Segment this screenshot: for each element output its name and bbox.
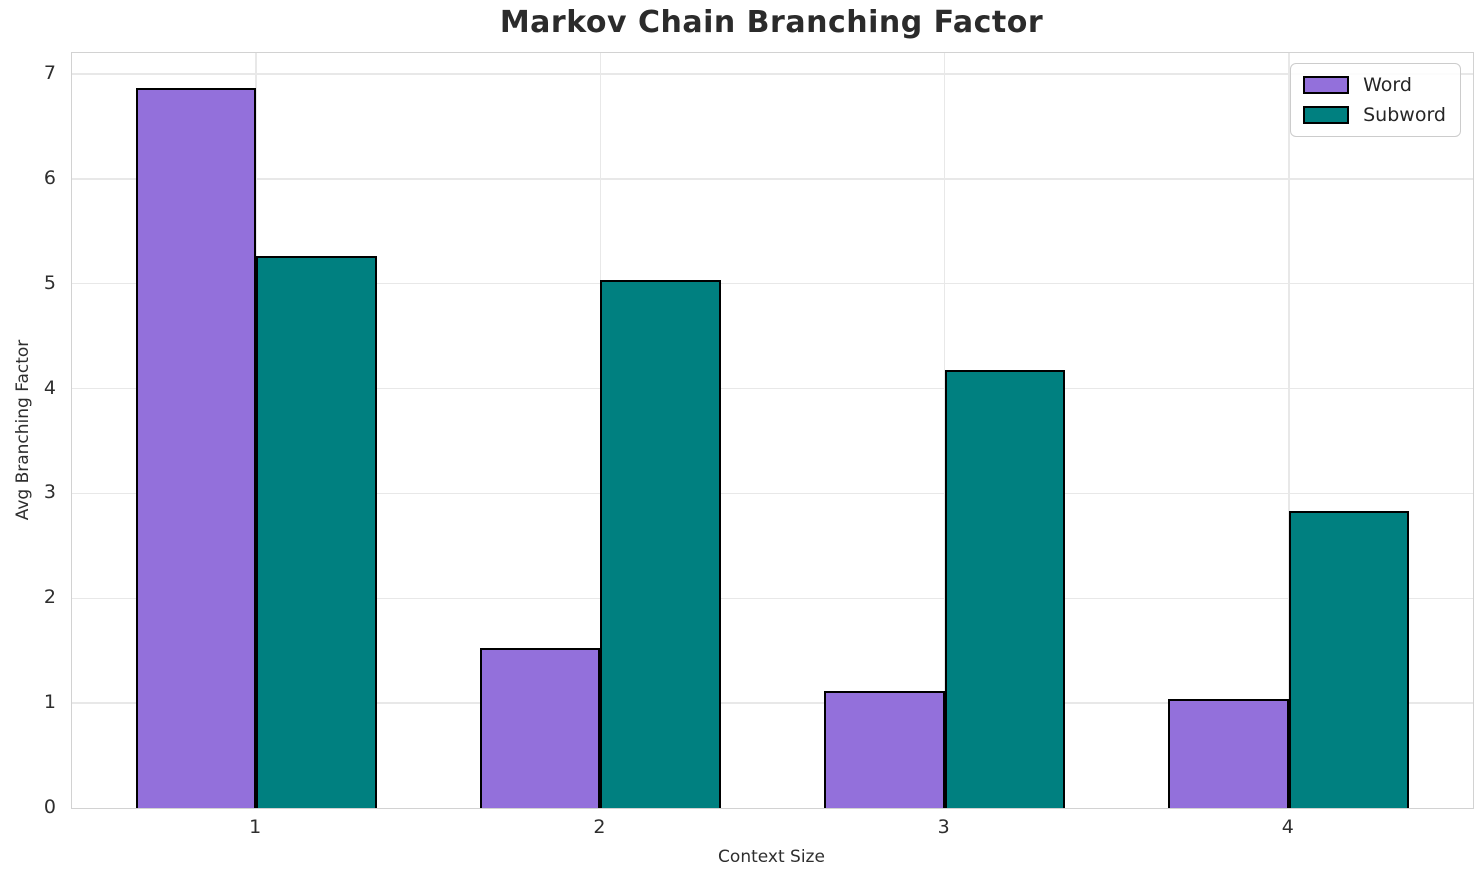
y-tick-label-1: 1 bbox=[43, 691, 56, 714]
legend-item-word: Word bbox=[1303, 74, 1446, 96]
legend-swatch-word bbox=[1303, 76, 1350, 94]
bar-subword-2 bbox=[600, 279, 721, 808]
legend-item-subword: Subword bbox=[1303, 104, 1446, 126]
legend-label-subword: Subword bbox=[1363, 104, 1446, 126]
gridline-y-6 bbox=[72, 178, 1473, 180]
gridline-y-7 bbox=[72, 73, 1473, 75]
legend: Word Subword bbox=[1290, 63, 1461, 137]
y-tick-label-3: 3 bbox=[43, 481, 56, 504]
bar-word-1 bbox=[135, 87, 257, 808]
bar-word-2 bbox=[479, 647, 601, 808]
legend-label-word: Word bbox=[1363, 74, 1412, 96]
bar-subword-1 bbox=[256, 256, 377, 808]
bar-subword-4 bbox=[1288, 511, 1410, 808]
bar-word-3 bbox=[824, 690, 945, 808]
legend-swatch-subword bbox=[1303, 106, 1350, 124]
y-tick-label-6: 6 bbox=[43, 166, 56, 189]
bar-subword-3 bbox=[944, 369, 1066, 808]
y-tick-label-4: 4 bbox=[43, 376, 56, 399]
y-tick-label-7: 7 bbox=[43, 61, 56, 84]
gridline-y-5 bbox=[72, 282, 1473, 285]
x-axis-label: Context Size bbox=[718, 847, 825, 867]
gridline-y-2 bbox=[72, 597, 1473, 600]
gridline-y-4 bbox=[72, 387, 1473, 390]
x-tick-label-3: 3 bbox=[937, 816, 950, 838]
y-tick-label-5: 5 bbox=[43, 271, 56, 294]
gridline-y-3 bbox=[72, 492, 1473, 495]
gridline-y-1 bbox=[72, 702, 1473, 704]
x-tick-label-4: 4 bbox=[1281, 816, 1294, 838]
x-tick-label-2: 2 bbox=[593, 816, 606, 838]
chart-title: Markov Chain Branching Factor bbox=[499, 5, 1044, 40]
y-tick-label-0: 0 bbox=[43, 796, 56, 818]
gridline-x-4 bbox=[1288, 53, 1290, 808]
y-tick-label-2: 2 bbox=[43, 586, 56, 609]
x-tick-label-1: 1 bbox=[249, 816, 262, 838]
plot-area: Word Subword bbox=[71, 52, 1474, 809]
bar-word-4 bbox=[1168, 698, 1289, 808]
